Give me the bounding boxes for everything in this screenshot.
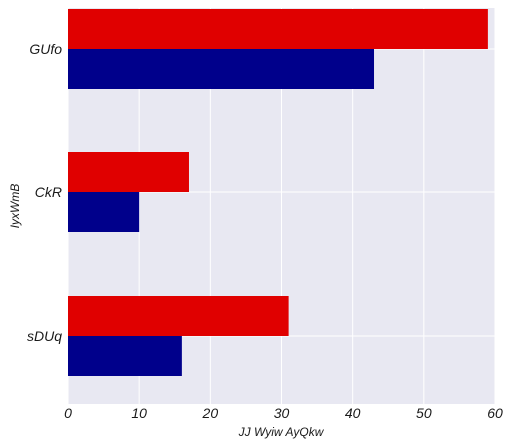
x-tick-label: 20 bbox=[202, 405, 219, 421]
y-tick-label: CkR bbox=[35, 184, 62, 200]
bar-CkR-series-2 bbox=[68, 192, 139, 232]
x-tick-label: 30 bbox=[274, 405, 290, 421]
y-tick-label: GUfo bbox=[29, 41, 62, 57]
x-tick-label: 0 bbox=[64, 405, 72, 421]
x-tick-label: 10 bbox=[131, 405, 147, 421]
y-axis-label: IyxWmB bbox=[8, 184, 22, 229]
bar-sDUq-series-1 bbox=[68, 296, 289, 336]
y-tick-labels: GUfo CkR sDUq bbox=[27, 41, 62, 344]
x-axis-label: JJ Wyiw AyQkw bbox=[238, 425, 325, 439]
x-tick-label: 50 bbox=[416, 405, 432, 421]
bar-CkR-series-1 bbox=[68, 152, 189, 192]
x-tick-labels: 0 10 20 30 40 50 60 bbox=[64, 405, 503, 421]
y-tick-label: sDUq bbox=[27, 328, 62, 344]
bar-sDUq-series-2 bbox=[68, 336, 182, 376]
x-tick-label: 40 bbox=[345, 405, 361, 421]
bar-GUfo-series-1 bbox=[68, 9, 488, 49]
x-tick-label: 60 bbox=[487, 405, 503, 421]
bar-GUfo-series-2 bbox=[68, 49, 374, 89]
